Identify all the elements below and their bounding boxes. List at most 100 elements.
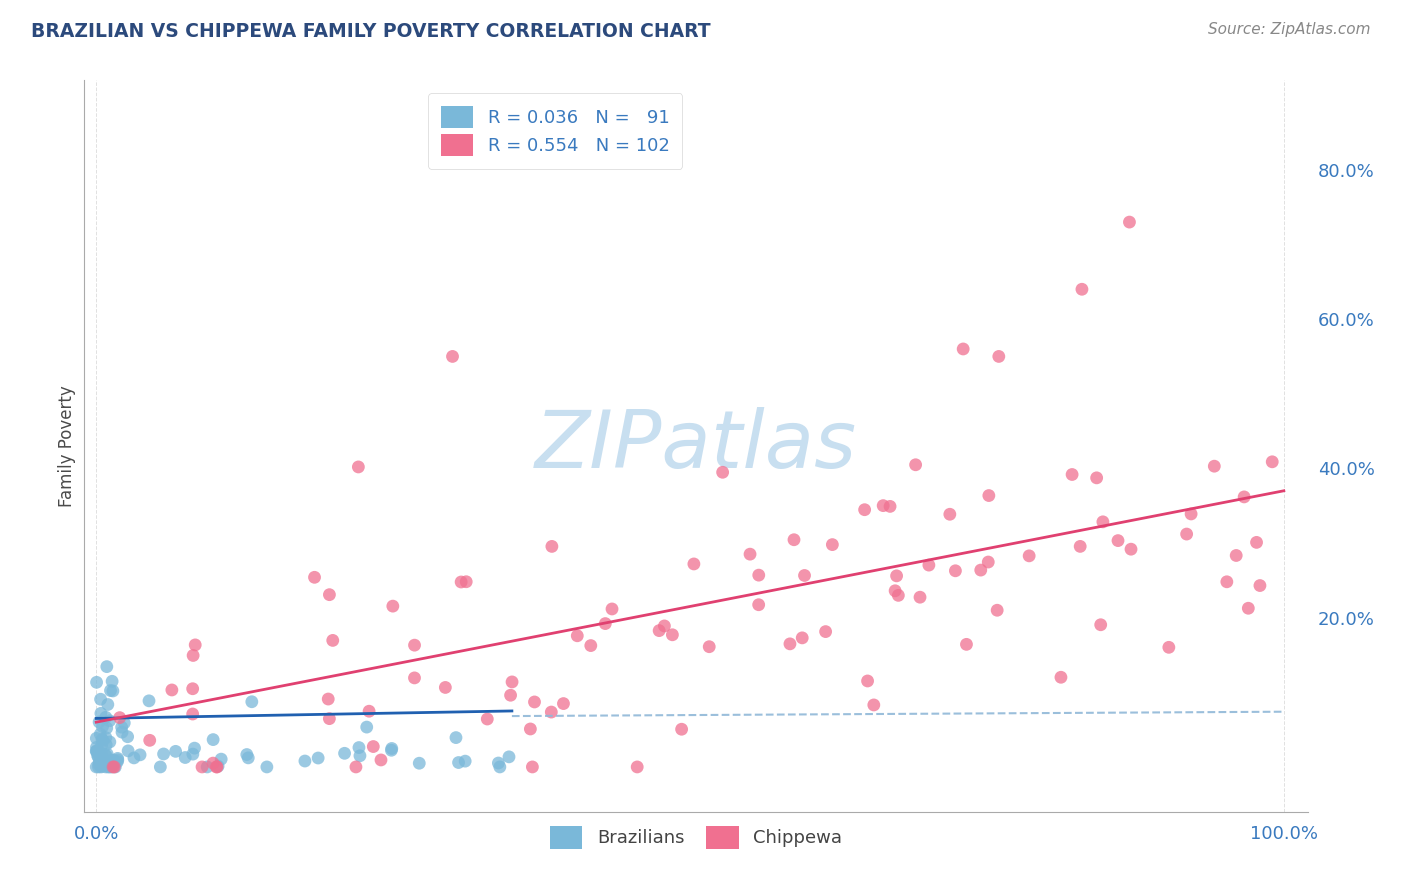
Point bbox=[195, 760, 218, 774]
Point bbox=[381, 599, 404, 614]
Point bbox=[904, 458, 927, 472]
Point bbox=[304, 570, 326, 584]
Point bbox=[489, 760, 512, 774]
Point bbox=[779, 637, 801, 651]
Point bbox=[94, 760, 117, 774]
Point bbox=[853, 502, 876, 516]
Point bbox=[519, 722, 541, 736]
Point bbox=[91, 749, 114, 764]
Point bbox=[318, 712, 340, 726]
Point bbox=[952, 342, 974, 356]
Point bbox=[450, 574, 472, 589]
Point bbox=[86, 675, 108, 690]
Point bbox=[101, 760, 124, 774]
Point bbox=[101, 674, 124, 689]
Point bbox=[553, 697, 575, 711]
Point bbox=[501, 674, 523, 689]
Point bbox=[792, 631, 814, 645]
Point bbox=[122, 751, 145, 765]
Point bbox=[454, 754, 477, 768]
Point bbox=[205, 760, 228, 774]
Point bbox=[117, 730, 139, 744]
Point bbox=[89, 714, 111, 729]
Point bbox=[970, 563, 993, 577]
Point bbox=[191, 760, 214, 774]
Point bbox=[318, 588, 340, 602]
Point bbox=[499, 688, 522, 702]
Point bbox=[202, 732, 225, 747]
Point bbox=[240, 695, 263, 709]
Point bbox=[181, 747, 204, 761]
Point bbox=[1175, 527, 1198, 541]
Point bbox=[236, 747, 259, 762]
Point bbox=[181, 706, 204, 721]
Point bbox=[111, 720, 134, 734]
Point bbox=[181, 681, 204, 696]
Point bbox=[90, 747, 112, 762]
Point bbox=[209, 752, 232, 766]
Point bbox=[1119, 542, 1142, 557]
Point bbox=[814, 624, 837, 639]
Point bbox=[1233, 490, 1256, 504]
Point bbox=[98, 735, 121, 749]
Point bbox=[101, 684, 124, 698]
Point bbox=[441, 350, 464, 364]
Point bbox=[94, 710, 117, 724]
Point bbox=[256, 760, 278, 774]
Point bbox=[117, 744, 139, 758]
Point bbox=[90, 706, 112, 721]
Point bbox=[96, 721, 118, 735]
Point bbox=[1261, 455, 1284, 469]
Text: BRAZILIAN VS CHIPPEWA FAMILY POVERTY CORRELATION CHART: BRAZILIAN VS CHIPPEWA FAMILY POVERTY COR… bbox=[31, 22, 710, 41]
Point bbox=[872, 499, 894, 513]
Point bbox=[238, 751, 260, 765]
Point bbox=[887, 588, 910, 602]
Point bbox=[697, 640, 720, 654]
Point bbox=[879, 500, 901, 514]
Point bbox=[955, 637, 977, 651]
Point bbox=[87, 760, 110, 774]
Point bbox=[1062, 467, 1084, 482]
Point bbox=[1050, 670, 1073, 684]
Point bbox=[98, 758, 121, 772]
Point bbox=[107, 751, 129, 765]
Point bbox=[111, 725, 134, 739]
Point bbox=[181, 648, 204, 663]
Point bbox=[404, 638, 426, 652]
Point bbox=[986, 603, 1008, 617]
Point bbox=[447, 756, 470, 770]
Text: Source: ZipAtlas.com: Source: ZipAtlas.com bbox=[1208, 22, 1371, 37]
Point bbox=[541, 540, 564, 554]
Point bbox=[648, 624, 671, 638]
Point bbox=[1018, 549, 1040, 563]
Point bbox=[84, 744, 107, 758]
Point bbox=[579, 639, 602, 653]
Point bbox=[86, 744, 108, 758]
Point bbox=[1085, 471, 1108, 485]
Point bbox=[349, 748, 371, 763]
Point bbox=[94, 731, 117, 745]
Point bbox=[84, 760, 107, 774]
Point bbox=[94, 747, 117, 762]
Point bbox=[671, 723, 693, 737]
Point bbox=[884, 583, 907, 598]
Point bbox=[748, 598, 770, 612]
Point bbox=[939, 508, 962, 522]
Point bbox=[184, 638, 207, 652]
Point bbox=[96, 738, 118, 752]
Point bbox=[783, 533, 806, 547]
Point bbox=[202, 756, 225, 771]
Point bbox=[129, 747, 152, 762]
Point bbox=[1180, 507, 1202, 521]
Point bbox=[207, 759, 229, 773]
Point bbox=[856, 673, 879, 688]
Point bbox=[96, 749, 118, 764]
Point bbox=[862, 698, 884, 712]
Point bbox=[661, 628, 683, 642]
Point bbox=[595, 616, 617, 631]
Point bbox=[1216, 574, 1239, 589]
Y-axis label: Family Poverty: Family Poverty bbox=[58, 385, 76, 507]
Point bbox=[356, 720, 378, 734]
Point bbox=[103, 753, 125, 767]
Point bbox=[434, 681, 457, 695]
